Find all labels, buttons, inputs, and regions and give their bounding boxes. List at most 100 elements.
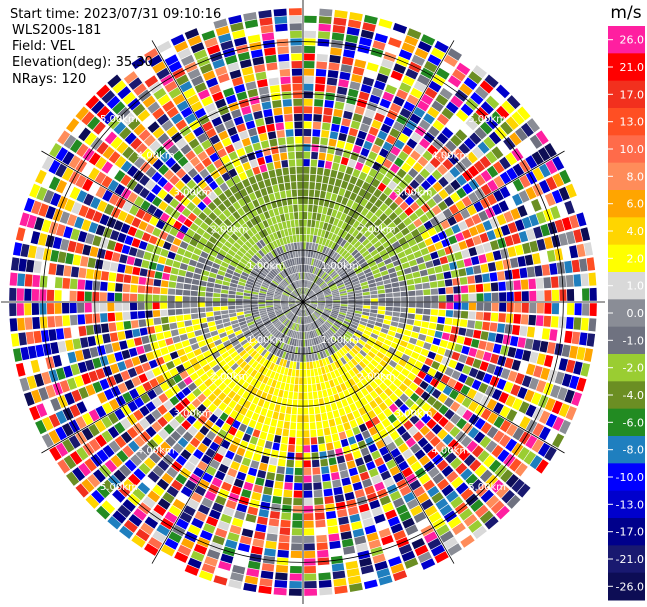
- range-gate-cell: [151, 184, 162, 195]
- range-gate-cell: [366, 532, 379, 542]
- range-gate-cell: [132, 266, 141, 276]
- range-gate-cell: [247, 467, 258, 477]
- range-gate-cell: [322, 373, 329, 382]
- range-gate-cell: [236, 238, 245, 247]
- range-gate-cell: [417, 224, 427, 234]
- range-gate-cell: [289, 295, 297, 299]
- range-gate-cell: [199, 63, 213, 74]
- range-gate-cell: [519, 267, 528, 279]
- range-gate-cell: [69, 278, 78, 290]
- range-gate-cell: [268, 386, 275, 395]
- range-gate-cell: [109, 332, 119, 342]
- range-gate-cell: [338, 328, 346, 335]
- range-gate-cell: [475, 244, 485, 255]
- range-gate-cell: [186, 392, 196, 403]
- colorbar-bin: [608, 326, 645, 355]
- range-gate-cell: [66, 377, 78, 391]
- range-gate-cell: [370, 237, 379, 245]
- range-gate-cell: [361, 284, 369, 290]
- range-gate-cell: [444, 279, 453, 287]
- range-gate-cell: [468, 293, 477, 302]
- range-gate-cell: [396, 425, 407, 436]
- range-gate-cell: [297, 331, 300, 339]
- colorbar-bin: [608, 80, 645, 109]
- range-gate-cell: [455, 200, 466, 211]
- range-gate-cell: [255, 344, 263, 352]
- range-gate-cell: [341, 118, 351, 127]
- range-gate-cell: [535, 130, 549, 145]
- range-gate-cell: [182, 162, 194, 173]
- range-gate-cell: [124, 132, 137, 145]
- range-gate-cell: [269, 510, 280, 520]
- range-gate-cell: [102, 402, 113, 415]
- range-gate-cell: [175, 138, 187, 149]
- range-gate-cell: [184, 461, 196, 472]
- range-gate-cell: [289, 284, 295, 291]
- range-gate-cell: [243, 481, 254, 491]
- range-gate-cell: [419, 269, 428, 277]
- range-gate-cell: [368, 443, 378, 453]
- range-gate-cell: [447, 153, 460, 165]
- range-gate-cell: [276, 287, 284, 292]
- range-gate-cell: [292, 291, 298, 297]
- range-gate-cell: [551, 400, 563, 415]
- range-gate-cell: [373, 240, 382, 249]
- range-gate-cell: [243, 292, 251, 297]
- range-gate-cell: [187, 35, 202, 47]
- range-gate-cell: [77, 314, 86, 325]
- range-gate-cell: [121, 244, 131, 255]
- range-gate-cell: [475, 311, 484, 321]
- range-gate-cell: [394, 398, 404, 408]
- range-gate-cell: [303, 309, 305, 317]
- range-gate-cell: [353, 344, 361, 352]
- range-gate-cell: [287, 285, 293, 292]
- range-gate-cell: [202, 409, 213, 419]
- range-gate-cell: [398, 179, 409, 190]
- range-gate-cell: [383, 186, 393, 197]
- range-gate-cell: [525, 228, 536, 241]
- range-gate-cell: [301, 287, 303, 295]
- range-gate-cell: [559, 169, 571, 185]
- range-gate-cell: [259, 326, 267, 333]
- range-gate-cell: [292, 91, 303, 99]
- range-gate-cell: [348, 350, 356, 358]
- range-gate-cell: [349, 582, 363, 593]
- range-gate-cell: [233, 116, 244, 126]
- range-gate-cell: [514, 348, 524, 360]
- range-gate-cell: [347, 269, 355, 276]
- range-gate-cell: [278, 314, 285, 320]
- range-gate-cell: [402, 449, 413, 460]
- range-gate-cell: [209, 373, 219, 383]
- range-gate-cell: [288, 300, 296, 302]
- range-gate-cell: [270, 449, 279, 458]
- range-gate-cell: [455, 430, 467, 443]
- range-gate-cell: [303, 324, 305, 332]
- range-gate-cell: [209, 134, 221, 145]
- range-gate-cell: [77, 361, 88, 374]
- range-gate-cell: [432, 193, 443, 204]
- range-gate-cell: [158, 164, 169, 176]
- range-gate-cell: [189, 156, 201, 167]
- range-gate-cell: [222, 281, 230, 286]
- range-gate-cell: [347, 360, 355, 369]
- range-gate-cell: [250, 299, 258, 302]
- range-gate-cell: [427, 54, 442, 67]
- range-gate-cell: [318, 579, 332, 588]
- range-gate-cell: [281, 512, 292, 520]
- range-gate-cell: [35, 246, 45, 260]
- range-gate-cell: [434, 371, 444, 381]
- range-gate-cell: [412, 271, 421, 278]
- range-gate-cell: [365, 393, 374, 403]
- range-gate-cell: [269, 314, 277, 319]
- range-gate-cell: [444, 184, 455, 195]
- range-gate-cell: [72, 338, 82, 350]
- range-gate-cell: [213, 575, 228, 586]
- range-gate-cell: [324, 239, 331, 247]
- range-gate-cell: [435, 498, 449, 510]
- range-gate-cell: [334, 360, 341, 369]
- range-gate-cell: [286, 276, 292, 283]
- range-gate-cell: [485, 342, 495, 352]
- range-gate-cell: [282, 269, 288, 277]
- range-gate-cell: [244, 575, 259, 585]
- range-gate-cell: [303, 264, 305, 272]
